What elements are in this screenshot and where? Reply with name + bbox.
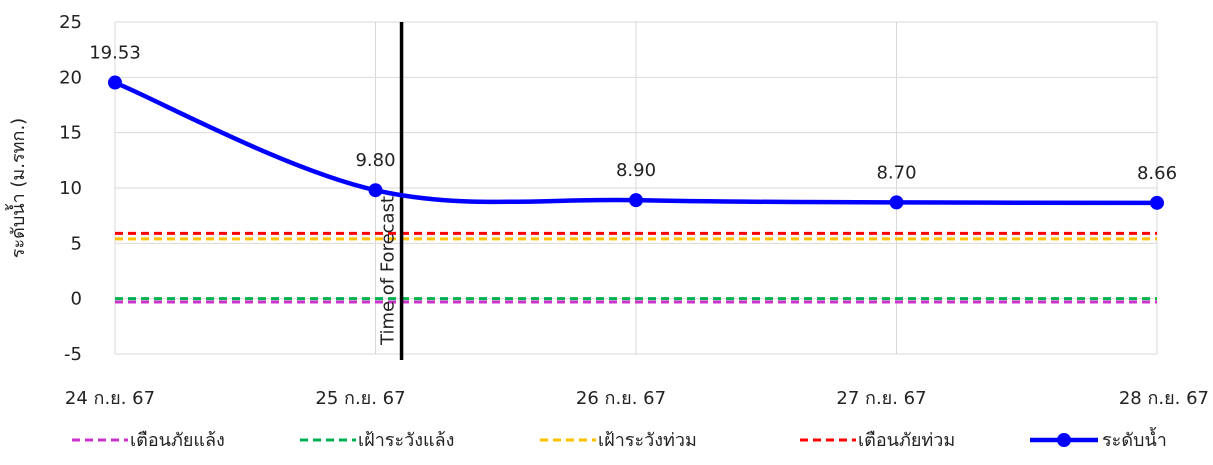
legend-label-0: เตือนภัยแล้ง — [130, 430, 225, 451]
y-tick-labels: -5 0 5 10 15 20 25 — [59, 12, 82, 365]
y-tick-label-0: -5 — [64, 344, 82, 365]
legend-label-2: เฝ้าระวังท่วม — [598, 430, 697, 451]
y-tick-label-6: 25 — [59, 12, 82, 33]
legend-label-4: ระดับน้ำ — [1102, 427, 1167, 451]
legend-marker-4 — [1057, 433, 1071, 447]
data-label-4: 8.66 — [1137, 163, 1177, 184]
data-point-2 — [629, 193, 643, 208]
y-axis-label: ระดับน้ำ (ม.รทก.) — [5, 118, 29, 258]
legend: เตือนภัยแล้ง เฝ้าระวังแล้ง เฝ้าระวังท่วม เต… — [72, 427, 1167, 451]
data-point-4 — [1150, 195, 1164, 210]
x-tick-label-1: 25 ก.ย. 67 — [315, 388, 405, 409]
data-label-3: 8.70 — [876, 162, 916, 183]
legend-label-3: เตือนภัยท่วม — [858, 430, 955, 451]
forecast-layer: Time of Forecast — [378, 22, 404, 360]
x-tick-label-0: 24 ก.ย. 67 — [65, 388, 155, 409]
series-layer: 19.53 9.80 8.90 8.70 8.66 — [89, 43, 1177, 210]
data-point-1 — [368, 183, 383, 198]
y-tick-label-3: 10 — [59, 178, 82, 199]
data-label-0: 19.53 — [89, 43, 141, 64]
data-point-0 — [108, 75, 122, 90]
data-label-1: 9.80 — [355, 150, 395, 171]
y-tick-label-1: 0 — [71, 289, 82, 310]
y-tick-label-4: 15 — [59, 123, 82, 144]
legend-label-1: เฝ้าระวังแล้ง — [358, 430, 454, 451]
forecast-marker-label: Time of Forecast — [378, 196, 399, 346]
grid-layer — [114, 21, 1158, 355]
x-tick-label-2: 26 ก.ย. 67 — [576, 388, 666, 409]
data-label-2: 8.90 — [616, 160, 656, 181]
x-tick-label-4: 28 ก.ย. 67 — [1119, 388, 1209, 409]
y-tick-label-2: 5 — [71, 233, 82, 254]
x-tick-labels: 24 ก.ย. 67 25 ก.ย. 67 26 ก.ย. 67 27 ก.ย. 67… — [65, 388, 1209, 409]
x-tick-label-3: 27 ก.ย. 67 — [836, 388, 926, 409]
data-point-3 — [889, 195, 904, 210]
y-tick-label-5: 20 — [59, 67, 82, 88]
threshold-layer — [115, 231, 1157, 304]
